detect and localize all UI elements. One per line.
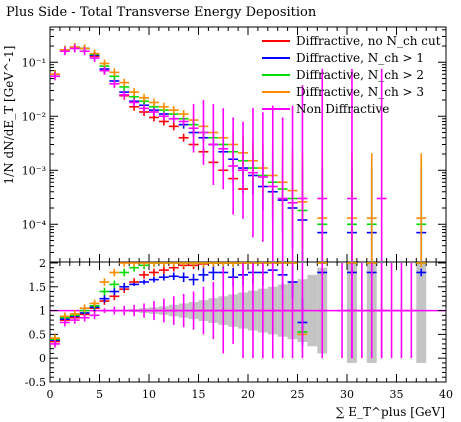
x-axis-label: ∑ E_T^plus [GeV] bbox=[336, 405, 445, 419]
legend-label: Non Diffractive bbox=[296, 102, 389, 116]
x-tick-label: 35 bbox=[390, 388, 404, 401]
x-tick-label: 10 bbox=[142, 388, 156, 401]
x-tick-label: 20 bbox=[241, 388, 255, 401]
x-tick-label: 5 bbox=[96, 388, 103, 401]
legend: Diffractive, no N_ch cut Diffractive, N_c… bbox=[262, 34, 441, 116]
x-tick-label: 40 bbox=[439, 388, 453, 401]
x-tick-label: 30 bbox=[340, 388, 354, 401]
x-tick-label: 15 bbox=[192, 388, 206, 401]
y-tick-label: 0 bbox=[39, 352, 46, 365]
y-tick-label: 10⁻⁴ bbox=[22, 218, 47, 231]
y-axis-label: 1/N dN/dE_T [GeV^-1] bbox=[2, 46, 16, 185]
ratio-band-bin bbox=[416, 263, 427, 363]
legend-label: Diffractive, N_ch > 3 bbox=[296, 85, 424, 99]
y-tick-label: -0.5 bbox=[25, 376, 46, 389]
legend-label: Diffractive, N_ch > 1 bbox=[296, 51, 424, 65]
x-tick-label: 25 bbox=[291, 388, 305, 401]
legend-label: Diffractive, no N_ch cut bbox=[296, 34, 441, 48]
y-tick-label: 10⁻¹ bbox=[22, 56, 46, 69]
main-panel: 10⁻⁴ 10⁻³ 10⁻² 10⁻¹ bbox=[22, 26, 447, 263]
ratio-panel: 0 5 10 15 20 25 30 35 40-0.500.511.52 bbox=[25, 257, 453, 401]
legend-label: Diffractive, N_ch > 2 bbox=[296, 68, 424, 82]
y-tick-label: 1.5 bbox=[29, 281, 47, 294]
chart-title: Plus Side - Total Transverse Energy Depo… bbox=[6, 5, 317, 20]
y-tick-label: 10⁻² bbox=[22, 110, 46, 123]
y-tick-label: 0.5 bbox=[29, 328, 47, 341]
y-tick-label: 1 bbox=[39, 305, 46, 318]
x-tick-label: 0 bbox=[47, 388, 54, 401]
y-tick-label: 10⁻³ bbox=[22, 164, 46, 177]
y-tick-label: 2 bbox=[39, 257, 46, 270]
